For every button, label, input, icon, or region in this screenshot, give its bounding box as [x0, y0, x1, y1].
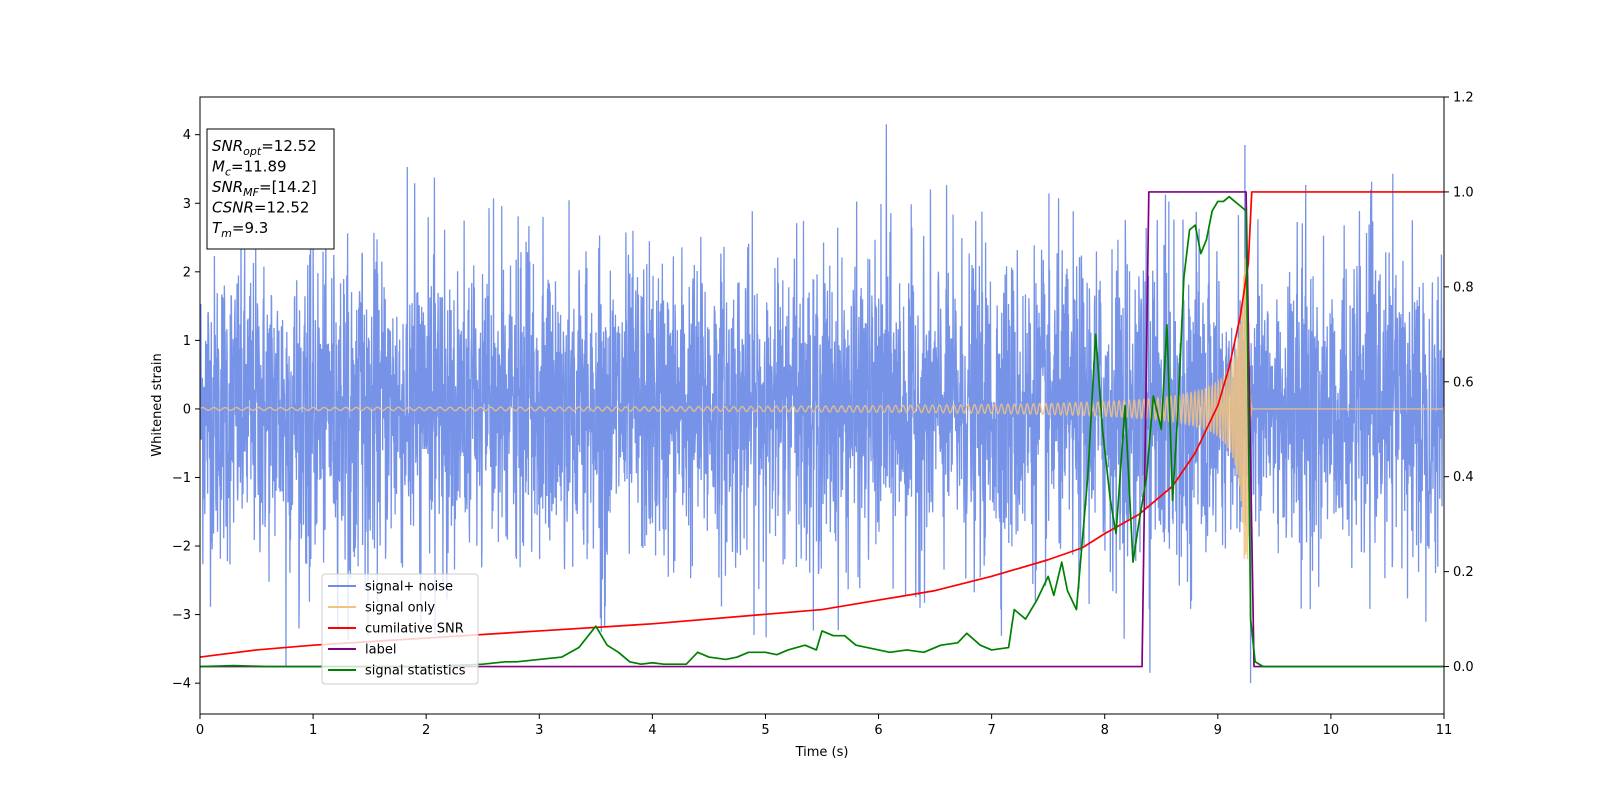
x-tick-label: 4	[648, 723, 656, 738]
legend-frame	[321, 573, 479, 685]
x-tick-label: 7	[987, 723, 995, 738]
x-axis-label: Time (s)	[795, 745, 849, 760]
x-tick-label: 0	[196, 723, 204, 738]
stats-box-frame	[206, 128, 335, 250]
plot-frame	[199, 96, 1445, 715]
stats-line: SNRopt=12.52	[212, 137, 317, 158]
legend-label: signal only	[365, 601, 435, 616]
series-signal-statistics-line	[200, 195, 1444, 668]
y-tick-label: 1	[183, 334, 191, 349]
y-tick-label: −3	[172, 608, 191, 623]
x-tick-label: 9	[1214, 723, 1222, 738]
legend-label: signal statistics	[365, 664, 466, 679]
y-tick-label: 0	[183, 402, 191, 417]
y-tick-label: −2	[172, 540, 191, 555]
series-signal-only-line	[200, 258, 1444, 560]
y2-tick-label: 1.2	[1453, 91, 1474, 106]
x-tick-label: 3	[535, 723, 543, 738]
x-tick-label: 5	[761, 723, 769, 738]
x-tick-label: 11	[1436, 723, 1453, 738]
stats-box: SNRopt=12.52Mc=11.89SNRMF=[14.2]CSNR=12.…	[206, 128, 335, 250]
series-cumilative-snr-line	[200, 191, 1444, 658]
y2-tick-label: 0.6	[1453, 375, 1474, 390]
y2-tick-label: 0.0	[1453, 660, 1474, 675]
y-tick-label: 3	[183, 197, 191, 212]
x-tick-label: 8	[1101, 723, 1109, 738]
legend: signal+ noise signal only cumilative SNR la…	[321, 573, 479, 685]
y2-tick-label: 0.2	[1453, 565, 1474, 580]
y-axis-label: Whitened strain	[150, 353, 165, 456]
y-tick-label: 4	[183, 128, 191, 143]
y2-tick-label: 1.0	[1453, 185, 1474, 200]
y-tick-label: −1	[172, 471, 191, 486]
legend-label: label	[365, 643, 396, 658]
stats-line: Tm=9.3	[212, 219, 268, 240]
x-tick-label: 1	[309, 723, 317, 738]
y2-tick-label: 0.8	[1453, 280, 1474, 295]
legend-label: cumilative SNR	[365, 622, 464, 637]
stats-line: Mc=11.89	[212, 158, 287, 179]
x-tick-label: 2	[422, 723, 430, 738]
stats-line: CSNR=12.52	[212, 199, 309, 217]
y-tick-label: 2	[183, 265, 191, 280]
y2-tick-label: 0.4	[1453, 470, 1474, 485]
x-tick-label: 6	[874, 723, 882, 738]
y-tick-label: −4	[172, 677, 191, 692]
axes-layer: 0 1 2 3 4 5 6 7 8 9 10 11 −4 −3 −2 −1 0 1 2 3 4 0.0 0.2 0.4 0.6 0…	[172, 91, 1474, 739]
x-tick-label: 10	[1323, 723, 1340, 738]
series-layer	[200, 124, 1444, 684]
stats-line: SNRMF=[14.2]	[212, 178, 317, 199]
legend-label: signal+ noise	[365, 580, 453, 595]
